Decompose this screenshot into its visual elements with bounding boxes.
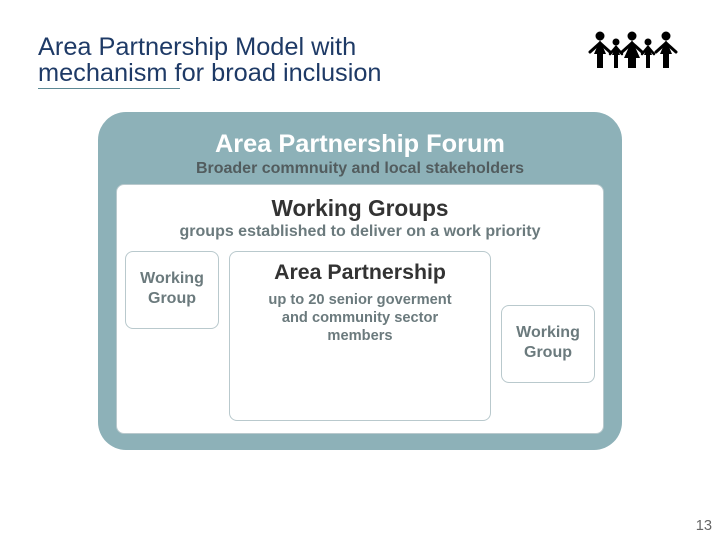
working-groups-subtitle: groups established to deliver on a work … [117, 223, 603, 241]
title-underline [38, 88, 180, 89]
page-number: 13 [696, 518, 712, 534]
partnership-sub2: and community sector [230, 310, 490, 326]
forum-card: Area Partnership Forum Broader commnuity… [98, 112, 622, 450]
family-figures-icon [588, 28, 682, 70]
wg-left-line2: Group [126, 290, 218, 308]
partnership-sub1: up to 20 senior goverment [230, 292, 490, 308]
forum-subtitle: Broader commnuity and local stakeholders [98, 160, 622, 178]
working-groups-title: Working Groups [117, 195, 603, 222]
forum-title: Area Partnership Forum [98, 130, 622, 159]
wg-right-line1: Working [502, 324, 594, 342]
working-group-left: Working Group [125, 251, 219, 329]
slide: Area Partnership Model with mechanism fo… [0, 0, 720, 540]
wg-right-line2: Group [502, 344, 594, 362]
working-group-right: Working Group [501, 305, 595, 383]
working-groups-panel: Working Groups groups established to del… [116, 184, 604, 434]
partnership-title: Area Partnership [230, 260, 490, 285]
partnership-sub3: members [230, 328, 490, 344]
area-partnership-panel: Area Partnership up to 20 senior goverme… [229, 251, 491, 421]
slide-title: Area Partnership Model with mechanism fo… [38, 34, 478, 86]
wg-left-line1: Working [126, 270, 218, 288]
